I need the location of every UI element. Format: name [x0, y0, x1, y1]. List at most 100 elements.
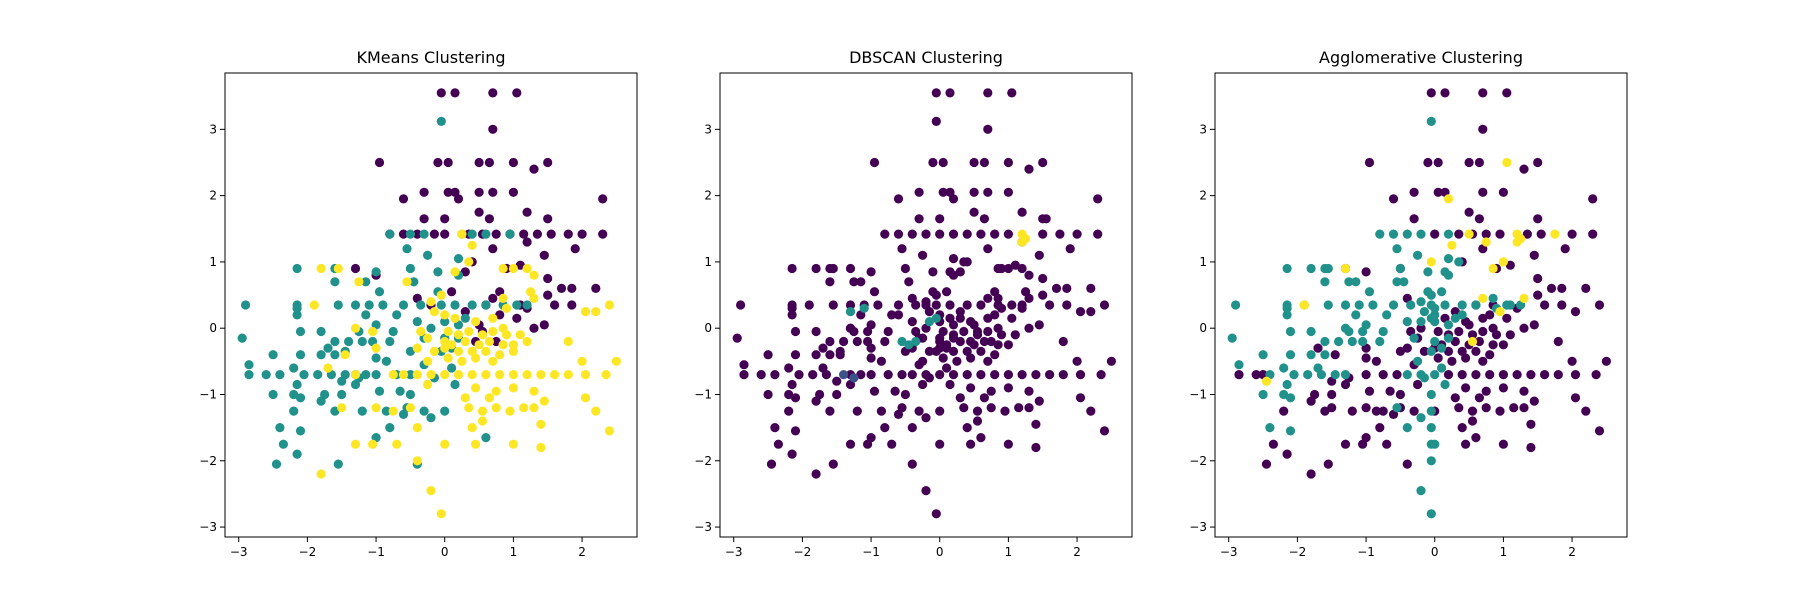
- point-c0-89: [887, 310, 897, 320]
- point-c2-116: [340, 350, 350, 360]
- point-c1-9: [423, 250, 433, 260]
- point-c1-92: [1426, 423, 1436, 433]
- point-c1-105: [333, 459, 343, 469]
- point-c1-114: [1457, 310, 1467, 320]
- point-c0-87: [787, 310, 797, 320]
- point-c1-54: [323, 343, 333, 353]
- point-c0-109: [1402, 343, 1412, 353]
- y-tick-label-3: 0: [704, 321, 712, 335]
- point-c1-7: [1413, 250, 1423, 260]
- point-c1-27: [1416, 297, 1426, 307]
- point-c1-23: [1364, 287, 1375, 297]
- point-c0-269: [931, 346, 941, 356]
- point-c0-66: [1509, 403, 1519, 413]
- point-c0-10: [1533, 157, 1543, 168]
- point-c0-203: [911, 326, 921, 337]
- point-c1-91: [1426, 406, 1436, 416]
- point-c1-4: [845, 307, 856, 317]
- point-c2-24: [450, 313, 460, 323]
- point-c0-176: [907, 423, 917, 433]
- point-c0-65: [539, 320, 549, 330]
- y-tick-label-0: −3: [1189, 520, 1207, 534]
- point-c2-2: [464, 257, 474, 267]
- point-c0-80: [1007, 300, 1017, 310]
- point-c0-130: [1467, 330, 1478, 340]
- point-c1-53: [385, 336, 395, 347]
- point-c2-4: [498, 263, 508, 274]
- point-c0-127: [1505, 330, 1515, 340]
- point-c0-5: [1364, 157, 1375, 168]
- point-c0-83: [1361, 403, 1371, 413]
- point-c0-145: [1464, 320, 1474, 330]
- point-c1-88: [405, 389, 415, 400]
- point-c0-86: [1409, 406, 1419, 416]
- point-c0-8: [938, 157, 948, 168]
- point-c0-114: [876, 356, 887, 366]
- point-c0-115: [1485, 350, 1495, 360]
- point-c0-170: [1086, 406, 1096, 416]
- point-c0-155: [1481, 386, 1491, 396]
- point-c1-16: [1306, 263, 1316, 274]
- point-c2-22: [429, 307, 439, 317]
- point-c0-27: [543, 214, 553, 224]
- point-c1-51: [1378, 326, 1388, 337]
- y-tick-label-5: 2: [1199, 189, 1207, 203]
- point-c0-194: [811, 469, 821, 479]
- point-c0-12: [1024, 164, 1034, 174]
- point-c2-45: [508, 340, 518, 350]
- point-c1-102: [481, 433, 491, 443]
- point-c1-15: [1282, 263, 1292, 274]
- point-c0-162: [1361, 433, 1371, 443]
- point-c0-42: [598, 229, 608, 239]
- point-c0-58: [904, 277, 914, 287]
- point-c1-75: [1340, 370, 1351, 380]
- point-c0-208: [983, 326, 993, 337]
- point-c2-112: [412, 456, 422, 466]
- point-c0-248: [1003, 263, 1014, 274]
- point-c0-123: [1498, 340, 1508, 350]
- point-c0-51: [543, 273, 553, 284]
- y-tick-label-0: −3: [199, 520, 217, 534]
- point-c2-93: [477, 406, 488, 416]
- point-c0-6: [433, 157, 443, 168]
- point-c0-284: [893, 310, 904, 320]
- point-c1-71: [361, 370, 371, 380]
- point-c0-4: [931, 116, 941, 126]
- point-c1-115: [447, 363, 457, 373]
- point-c0-19: [1464, 207, 1474, 217]
- kmeans-axes: −3 −2 −1 0 1 2 −3 −2 −1 0 1 2 3: [199, 122, 586, 559]
- point-c0-41: [1581, 283, 1591, 293]
- point-c0-88: [1340, 439, 1351, 449]
- point-c0-41: [577, 229, 587, 239]
- point-c0-126: [756, 370, 766, 380]
- point-c0-148: [784, 389, 794, 400]
- point-c1-29: [398, 300, 409, 310]
- point-c2-8: [1426, 257, 1436, 267]
- point-c0-4: [1478, 124, 1488, 134]
- point-c0-1: [945, 88, 955, 98]
- point-c1-34: [1368, 300, 1378, 310]
- point-c0-170: [1529, 396, 1539, 406]
- point-c1-53: [1306, 326, 1316, 337]
- point-c2-99: [591, 406, 601, 416]
- point-c0-161: [876, 406, 887, 416]
- point-c2-49: [412, 343, 422, 353]
- point-c0-28: [1522, 229, 1532, 239]
- point-c0-267: [948, 320, 959, 330]
- point-c0-154: [1461, 383, 1471, 393]
- point-c0-45: [1594, 300, 1605, 310]
- point-c0-46: [1570, 307, 1581, 317]
- point-c0-55: [849, 277, 859, 287]
- point-c1-42: [1282, 310, 1292, 320]
- point-c0-182: [773, 439, 784, 449]
- point-c2-117: [477, 416, 488, 426]
- point-c2-64: [350, 370, 361, 380]
- point-c0-78: [976, 300, 986, 310]
- point-c1-65: [275, 370, 285, 380]
- point-c0-122: [1488, 340, 1498, 350]
- point-c1-117: [412, 317, 422, 327]
- point-c1-62: [381, 356, 391, 366]
- point-c0-2: [983, 88, 993, 98]
- point-c0-1: [1440, 88, 1450, 98]
- point-c0-206: [959, 326, 969, 337]
